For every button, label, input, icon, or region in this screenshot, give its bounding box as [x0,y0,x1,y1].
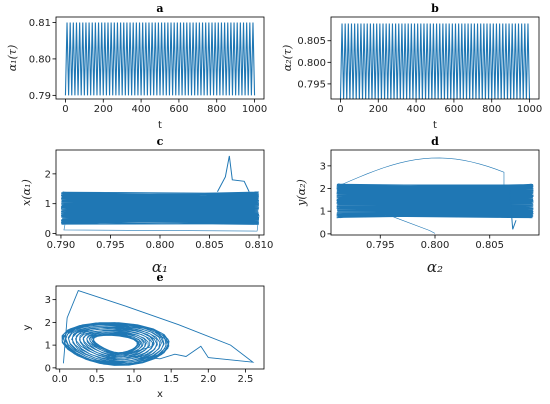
plot-frame [330,16,540,100]
x-tick-label: 200 [369,104,388,115]
x-axis-label: α₂ [427,258,443,276]
x-axis-label: α₁ [152,258,168,276]
x-tick-label: 600 [444,104,463,115]
y-axis-label: y(α₂) [295,179,308,207]
x-tick-label: 0.810 [245,240,274,251]
x-tick-label: 0.5 [89,374,105,385]
x-tick-label: 2.0 [200,374,216,385]
x-tick-label: 0.0 [52,374,68,385]
y-axis-label: α₁(τ) [6,45,19,72]
panel-title: e [157,271,164,284]
series-area [339,23,531,99]
x-axis-label: x [157,389,163,400]
panel-b: 0 200 400 600 800 1000 0.795 0.800 0.805 b t α₂(τ) [281,2,542,131]
plot-frame [55,16,265,100]
y-tick-label: 0.80 [29,54,51,65]
x-tick-label: 400 [407,104,426,115]
panel-title: d [431,135,439,148]
series-line [339,23,531,99]
x-axis-label: t [158,120,162,131]
x-tick-label: 0 [337,104,343,115]
y-tick-label: 0 [45,229,51,240]
series-area [61,289,255,366]
panel-c: 0.790 0.795 0.800 0.805 0.810 0 1 2 c α₁ x(α₁) [20,135,273,276]
y-tick-label: 2 [45,318,51,329]
x-tick-label: 1000 [242,104,267,115]
panel-e: 0.0 0.5 1.0 1.5 2.0 2.5 0 1 2 3 e x y [22,271,265,400]
y-axis-label: x(α₁) [20,179,33,206]
y-tick-label: 0.81 [29,18,51,29]
x-tick-label: 0.800 [421,240,450,251]
y-tick-label: 0.795 [297,79,326,90]
x-tick-label: 200 [94,104,113,115]
panel-title: c [157,135,164,148]
x-tick-label: 600 [169,104,188,115]
series-line [60,191,260,232]
series-line [336,157,534,234]
y-tick-label: 1 [45,341,51,352]
x-tick-label: 800 [207,104,226,115]
y-tick-label: 1 [320,207,326,218]
x-tick-label: 2.5 [237,374,253,385]
x-tick-label: 0.795 [366,240,395,251]
y-tick-label: 2 [45,169,51,180]
y-tick-label: 0 [320,229,326,240]
x-tick-label: 0.795 [96,240,125,251]
y-tick-label: 2 [320,184,326,195]
plot-frame [55,285,265,370]
x-tick-label: 1.5 [163,374,179,385]
x-tick-label: 400 [132,104,151,115]
series-area [64,22,256,96]
series-line [64,22,256,96]
y-tick-label: 0.800 [297,58,326,69]
x-tick-label: 0.790 [47,240,76,251]
tail-line [508,188,517,230]
x-axis-label: t [433,120,437,131]
y-tick-label: 0.805 [297,36,326,47]
series-area [60,155,260,232]
y-tick-label: 3 [320,161,326,172]
series-area [336,157,534,234]
x-tick-label: 800 [482,104,501,115]
x-tick-label: 0.800 [146,240,175,251]
x-tick-label: 0.805 [195,240,224,251]
y-tick-label: 3 [45,295,51,306]
x-tick-label: 0 [62,104,68,115]
y-tick-label: 1 [45,199,51,210]
y-axis-label: y [22,324,33,330]
panel-a: 0 200 400 600 800 1000 0.79 0.80 0.81 a t α₁(τ) [6,2,267,131]
x-tick-label: 1000 [517,104,542,115]
panel-title: a [156,2,163,15]
x-tick-label: 1.0 [126,374,142,385]
x-tick-label: 0.805 [475,240,504,251]
panel-title: b [431,2,439,15]
y-tick-label: 0.79 [29,91,51,102]
y-tick-label: 0 [45,363,51,374]
y-axis-label: α₂(τ) [281,45,294,72]
panel-d: 0.795 0.800 0.805 0 1 2 3 d α₂ y(α₂) [295,135,540,276]
series-line [61,289,255,366]
spike-line [217,155,250,192]
